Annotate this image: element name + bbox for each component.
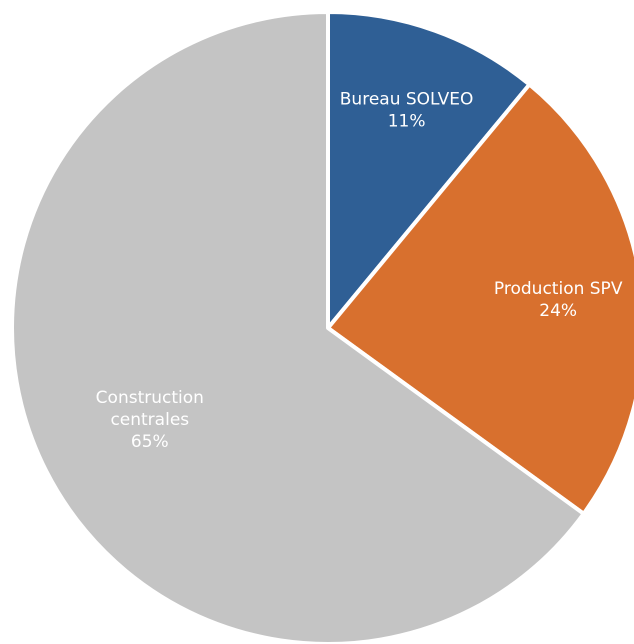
pie-slices	[10, 10, 634, 644]
pie-slice-name: Bureau SOLVEO	[340, 90, 474, 110]
pie-slice-label-0: Bureau SOLVEO 11%	[340, 90, 474, 132]
pie-slice-percent: 65%	[131, 432, 169, 452]
pie-slice-percent: 11%	[388, 112, 426, 132]
pie-labels: Bureau SOLVEO 11% Production SPV 24% Constru…	[96, 90, 623, 452]
pie-slice-label-1: Production SPV 24%	[494, 279, 623, 321]
pie-slice-percent: 24%	[539, 301, 577, 321]
pie-slice-label-2: Construction centrales 65%	[96, 388, 204, 452]
pie-slice-2	[10, 10, 586, 644]
pie-slice-1	[326, 82, 634, 516]
pie-slice-name: centrales	[110, 410, 189, 430]
pie-slice-0	[326, 10, 532, 330]
pie-slice-name: Production SPV	[494, 279, 623, 299]
pie-slice-name: Construction	[96, 388, 204, 408]
